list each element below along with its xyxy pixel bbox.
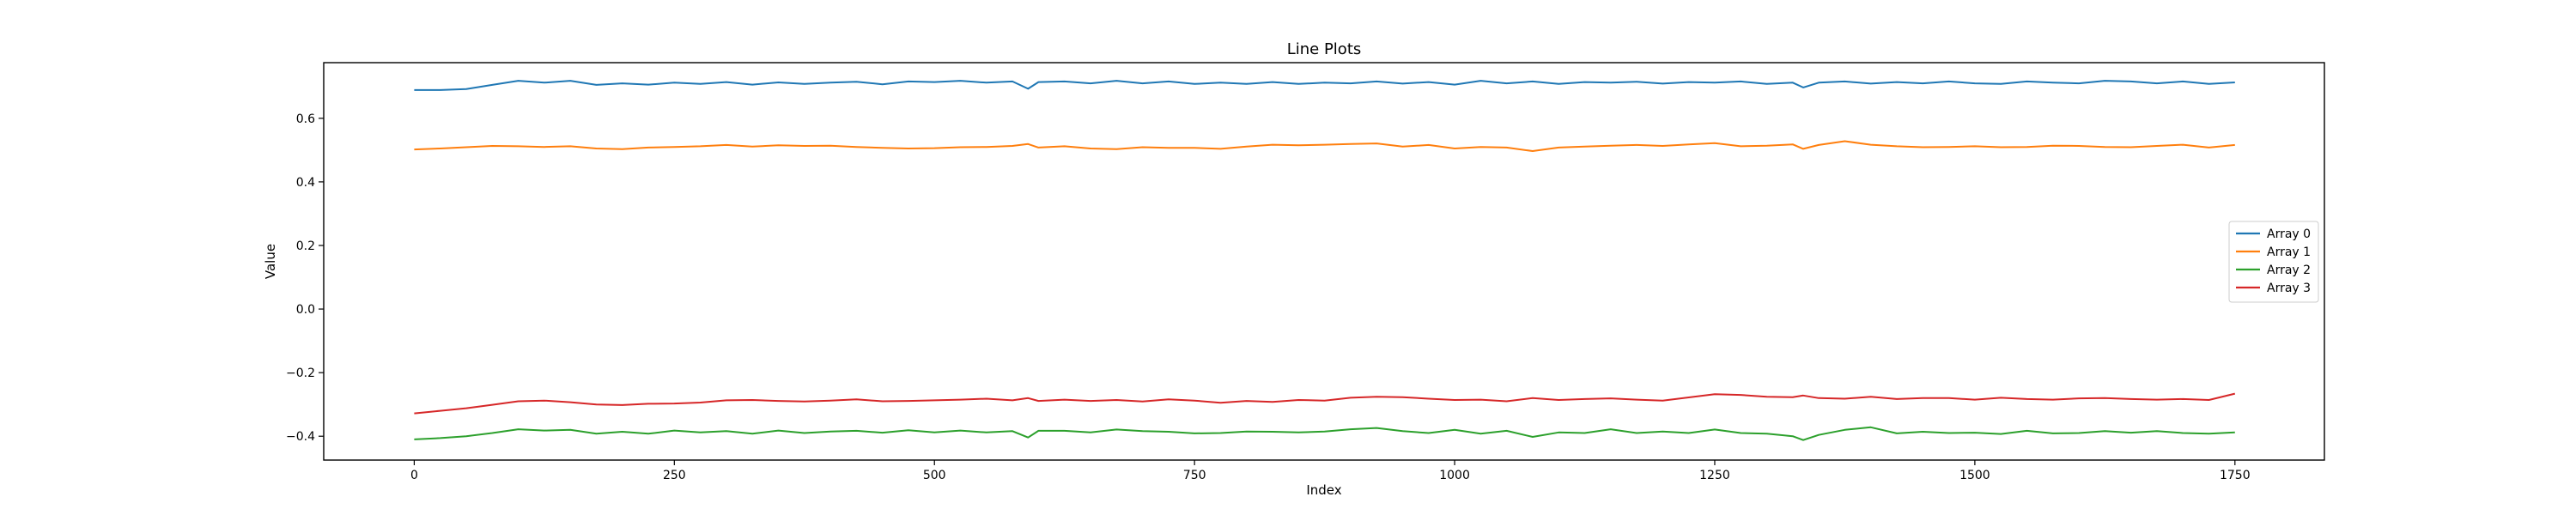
x-tick-label: 1500 — [1959, 469, 1990, 482]
legend-label: Array 3 — [2267, 282, 2311, 295]
legend-label: Array 1 — [2267, 245, 2311, 259]
y-tick-label: −0.2 — [286, 367, 315, 380]
series-line-array-2 — [414, 426, 2235, 441]
legend-box — [2228, 221, 2319, 303]
y-axis: −0.4 −0.2 0.0 0.2 0.4 0.6 — [286, 112, 324, 444]
y-tick-label: −0.4 — [286, 430, 315, 444]
x-tick-label: 1750 — [2220, 469, 2251, 482]
y-tick-label: 0.6 — [296, 112, 315, 126]
x-tick-label: 500 — [923, 469, 946, 482]
x-axis: 0 250 500 750 1000 1250 1500 1750 — [410, 460, 2251, 482]
y-axis-title: Value — [263, 244, 278, 279]
series-line-array-3 — [414, 392, 2236, 415]
x-tick-label: 250 — [663, 469, 686, 482]
plot-area-frame — [323, 62, 2325, 461]
x-tick-label: 1250 — [1699, 469, 1730, 482]
y-tick-label: 0.2 — [296, 239, 315, 253]
y-tick-label: 0.0 — [296, 303, 315, 317]
series-line-array-0 — [414, 80, 2235, 91]
plot-layer — [414, 80, 2236, 441]
legend-label: Array 0 — [2267, 227, 2311, 241]
chart-title: Line Plots — [1287, 40, 1362, 58]
y-tick-label: 0.4 — [296, 176, 315, 190]
x-tick-label: 0 — [410, 469, 418, 482]
x-axis-title: Index — [1306, 482, 1341, 498]
series-line-array-1 — [414, 140, 2235, 152]
x-tick-label: 1000 — [1439, 469, 1470, 482]
x-tick-label: 750 — [1183, 469, 1206, 482]
legend-label: Array 2 — [2267, 264, 2311, 277]
legend: Array 0 Array 1 Array 2 Array 3 — [2228, 221, 2319, 303]
